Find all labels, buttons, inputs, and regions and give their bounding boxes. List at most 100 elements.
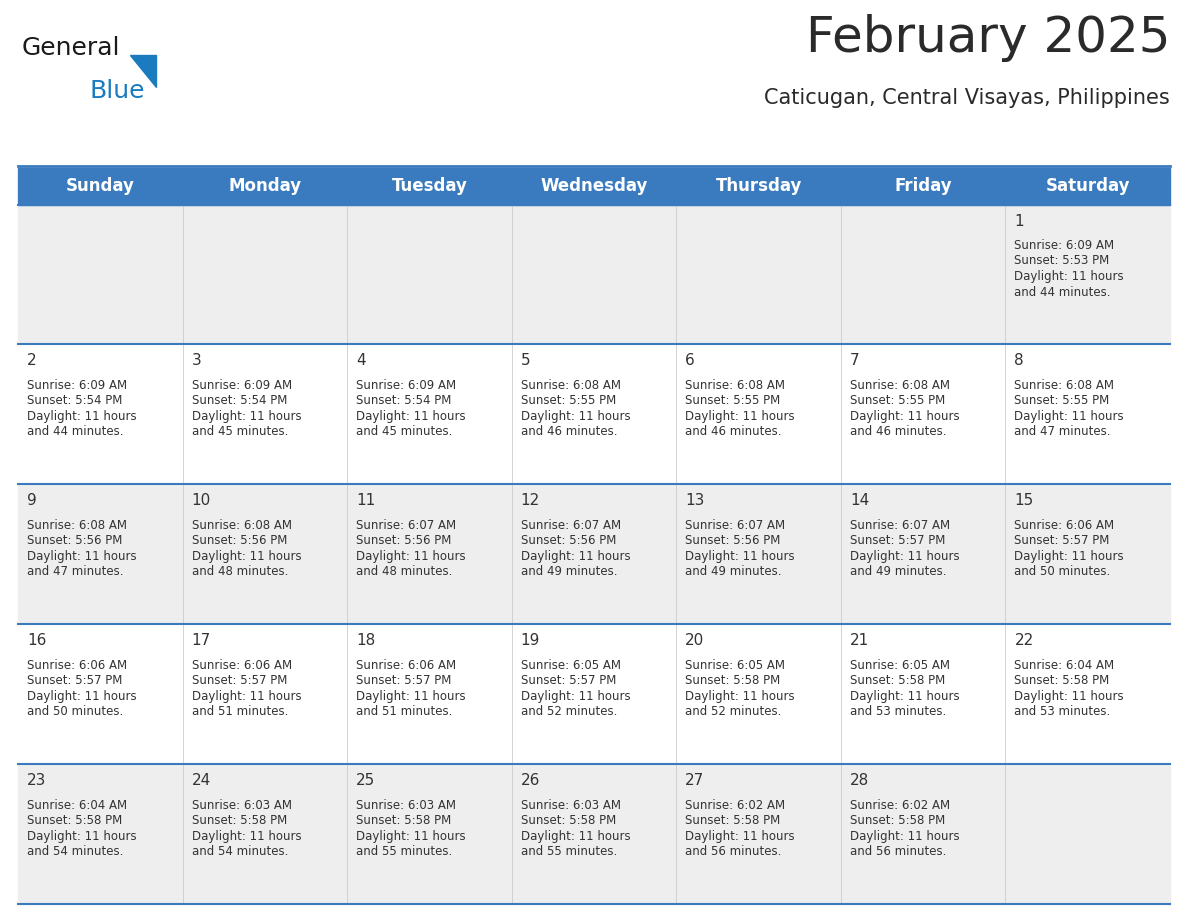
Text: Sunrise: 6:06 AM: Sunrise: 6:06 AM <box>356 659 456 672</box>
Text: 16: 16 <box>27 633 46 648</box>
Text: Daylight: 11 hours: Daylight: 11 hours <box>685 410 795 423</box>
Bar <box>18 624 1170 764</box>
Text: Sunrise: 6:08 AM: Sunrise: 6:08 AM <box>685 379 785 392</box>
Text: Sunset: 5:57 PM: Sunset: 5:57 PM <box>356 674 451 688</box>
Text: Daylight: 11 hours: Daylight: 11 hours <box>1015 550 1124 563</box>
Text: Daylight: 11 hours: Daylight: 11 hours <box>849 689 960 702</box>
Text: Sunrise: 6:09 AM: Sunrise: 6:09 AM <box>356 379 456 392</box>
Text: 8: 8 <box>1015 353 1024 368</box>
Text: and 55 minutes.: and 55 minutes. <box>520 845 617 858</box>
Text: Daylight: 11 hours: Daylight: 11 hours <box>27 410 137 423</box>
Text: Daylight: 11 hours: Daylight: 11 hours <box>191 689 302 702</box>
Text: and 54 minutes.: and 54 minutes. <box>27 845 124 858</box>
Text: Daylight: 11 hours: Daylight: 11 hours <box>27 689 137 702</box>
Text: Sunset: 5:54 PM: Sunset: 5:54 PM <box>191 395 287 408</box>
Text: Saturday: Saturday <box>1045 177 1130 196</box>
Text: Sunset: 5:56 PM: Sunset: 5:56 PM <box>356 534 451 547</box>
Text: Sunrise: 6:03 AM: Sunrise: 6:03 AM <box>520 799 620 812</box>
Text: Sunrise: 6:02 AM: Sunrise: 6:02 AM <box>849 799 950 812</box>
Text: Friday: Friday <box>895 177 952 196</box>
Text: 10: 10 <box>191 493 210 509</box>
Text: Sunset: 5:56 PM: Sunset: 5:56 PM <box>685 534 781 547</box>
Text: Sunrise: 6:07 AM: Sunrise: 6:07 AM <box>685 519 785 532</box>
Text: Sunrise: 6:06 AM: Sunrise: 6:06 AM <box>191 659 292 672</box>
Text: Daylight: 11 hours: Daylight: 11 hours <box>520 550 631 563</box>
Text: Daylight: 11 hours: Daylight: 11 hours <box>685 689 795 702</box>
Text: Daylight: 11 hours: Daylight: 11 hours <box>27 550 137 563</box>
Text: Sunrise: 6:05 AM: Sunrise: 6:05 AM <box>849 659 950 672</box>
Text: Daylight: 11 hours: Daylight: 11 hours <box>191 550 302 563</box>
Text: and 46 minutes.: and 46 minutes. <box>849 425 947 439</box>
Text: February 2025: February 2025 <box>805 14 1170 62</box>
Text: Sunrise: 6:08 AM: Sunrise: 6:08 AM <box>849 379 950 392</box>
Text: and 50 minutes.: and 50 minutes. <box>27 705 124 718</box>
Text: 12: 12 <box>520 493 541 509</box>
Text: Sunrise: 6:07 AM: Sunrise: 6:07 AM <box>849 519 950 532</box>
Text: Daylight: 11 hours: Daylight: 11 hours <box>191 830 302 843</box>
Bar <box>18 205 1170 344</box>
Text: Wednesday: Wednesday <box>541 177 647 196</box>
Text: and 49 minutes.: and 49 minutes. <box>685 565 782 578</box>
Text: and 52 minutes.: and 52 minutes. <box>685 705 782 718</box>
Text: 11: 11 <box>356 493 375 509</box>
Text: 25: 25 <box>356 773 375 788</box>
Text: and 45 minutes.: and 45 minutes. <box>356 425 453 439</box>
Text: Sunset: 5:56 PM: Sunset: 5:56 PM <box>191 534 287 547</box>
Text: 6: 6 <box>685 353 695 368</box>
Text: 1: 1 <box>1015 214 1024 229</box>
Text: Sunset: 5:55 PM: Sunset: 5:55 PM <box>685 395 781 408</box>
Text: 18: 18 <box>356 633 375 648</box>
Text: and 46 minutes.: and 46 minutes. <box>520 425 618 439</box>
Text: Daylight: 11 hours: Daylight: 11 hours <box>1015 270 1124 283</box>
Text: and 44 minutes.: and 44 minutes. <box>1015 285 1111 298</box>
Text: Daylight: 11 hours: Daylight: 11 hours <box>1015 689 1124 702</box>
Text: Daylight: 11 hours: Daylight: 11 hours <box>1015 410 1124 423</box>
Text: Daylight: 11 hours: Daylight: 11 hours <box>27 830 137 843</box>
Text: Sunset: 5:58 PM: Sunset: 5:58 PM <box>685 814 781 827</box>
Text: and 47 minutes.: and 47 minutes. <box>1015 425 1111 439</box>
Text: Sunrise: 6:06 AM: Sunrise: 6:06 AM <box>27 659 127 672</box>
Text: Daylight: 11 hours: Daylight: 11 hours <box>356 550 466 563</box>
Text: Daylight: 11 hours: Daylight: 11 hours <box>849 550 960 563</box>
Text: Sunset: 5:58 PM: Sunset: 5:58 PM <box>685 674 781 688</box>
Text: Sunrise: 6:09 AM: Sunrise: 6:09 AM <box>1015 239 1114 252</box>
Text: 15: 15 <box>1015 493 1034 509</box>
Text: and 46 minutes.: and 46 minutes. <box>685 425 782 439</box>
Text: Daylight: 11 hours: Daylight: 11 hours <box>849 830 960 843</box>
Text: and 53 minutes.: and 53 minutes. <box>849 705 946 718</box>
Text: 4: 4 <box>356 353 366 368</box>
Text: Sunrise: 6:05 AM: Sunrise: 6:05 AM <box>685 659 785 672</box>
Text: 24: 24 <box>191 773 210 788</box>
Text: Sunset: 5:58 PM: Sunset: 5:58 PM <box>520 814 615 827</box>
Text: Sunset: 5:56 PM: Sunset: 5:56 PM <box>520 534 617 547</box>
Text: Sunset: 5:57 PM: Sunset: 5:57 PM <box>191 674 287 688</box>
Text: and 52 minutes.: and 52 minutes. <box>520 705 617 718</box>
Text: Sunrise: 6:07 AM: Sunrise: 6:07 AM <box>520 519 621 532</box>
Text: 3: 3 <box>191 353 201 368</box>
Text: Sunset: 5:58 PM: Sunset: 5:58 PM <box>849 814 946 827</box>
Text: Sunrise: 6:02 AM: Sunrise: 6:02 AM <box>685 799 785 812</box>
Text: and 49 minutes.: and 49 minutes. <box>520 565 618 578</box>
Text: 27: 27 <box>685 773 704 788</box>
Text: and 47 minutes.: and 47 minutes. <box>27 565 124 578</box>
Text: Caticugan, Central Visayas, Philippines: Caticugan, Central Visayas, Philippines <box>764 88 1170 108</box>
Text: Sunrise: 6:08 AM: Sunrise: 6:08 AM <box>27 519 127 532</box>
Text: Sunset: 5:57 PM: Sunset: 5:57 PM <box>27 674 122 688</box>
Bar <box>18 168 1170 205</box>
Text: 17: 17 <box>191 633 210 648</box>
Text: Sunrise: 6:06 AM: Sunrise: 6:06 AM <box>1015 519 1114 532</box>
Text: 19: 19 <box>520 633 541 648</box>
Text: Sunrise: 6:07 AM: Sunrise: 6:07 AM <box>356 519 456 532</box>
Text: 23: 23 <box>27 773 46 788</box>
Text: and 48 minutes.: and 48 minutes. <box>191 565 287 578</box>
Text: and 56 minutes.: and 56 minutes. <box>685 845 782 858</box>
Text: 22: 22 <box>1015 633 1034 648</box>
Text: 13: 13 <box>685 493 704 509</box>
Text: Sunset: 5:58 PM: Sunset: 5:58 PM <box>849 674 946 688</box>
Text: 7: 7 <box>849 353 859 368</box>
Text: 9: 9 <box>27 493 37 509</box>
Text: 26: 26 <box>520 773 541 788</box>
Text: 5: 5 <box>520 353 530 368</box>
Text: and 56 minutes.: and 56 minutes. <box>849 845 946 858</box>
Text: and 49 minutes.: and 49 minutes. <box>849 565 947 578</box>
